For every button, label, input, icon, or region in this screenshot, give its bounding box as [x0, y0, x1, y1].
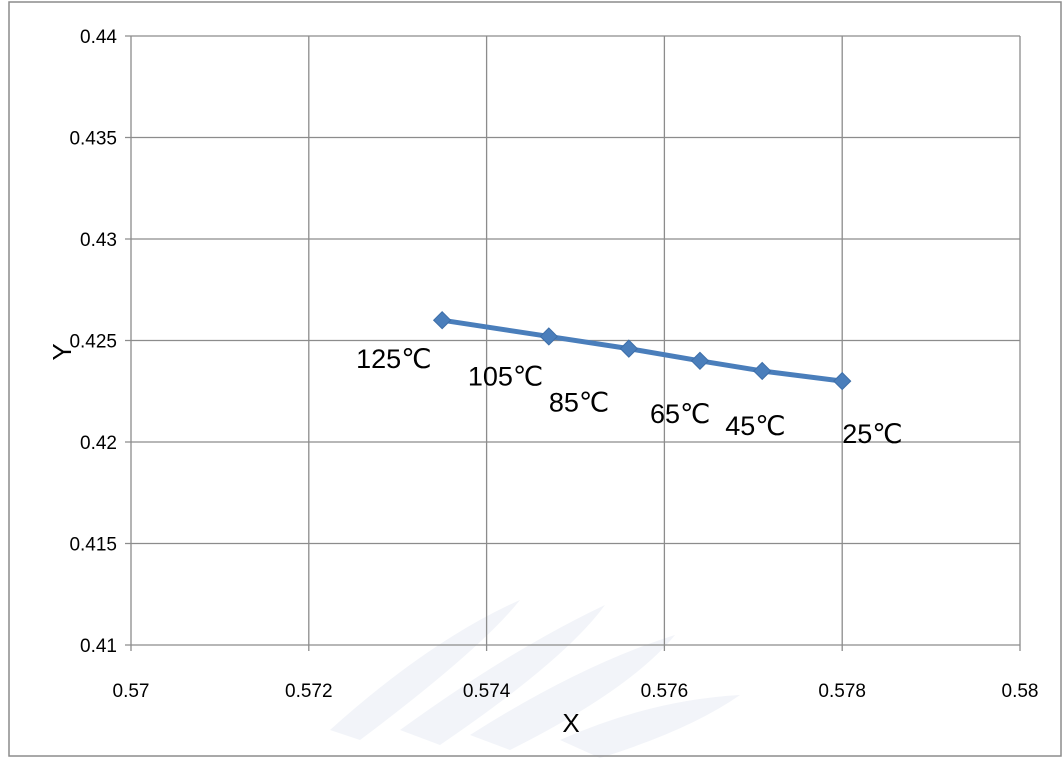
x-tick-label: 0.572 [285, 681, 333, 702]
y-axis-title: Y [47, 343, 77, 360]
x-tick-label: 0.58 [1002, 681, 1039, 702]
y-tick-label: 0.435 [69, 129, 117, 150]
x-tick-label: 0.576 [641, 681, 689, 702]
y-tick-label: 0.44 [80, 27, 117, 48]
series-line [441, 317, 843, 384]
data-point-marker [752, 361, 772, 381]
data-point-marker [432, 310, 452, 330]
x-tick-label: 0.578 [818, 681, 866, 702]
data-point-label: 65℃ [650, 399, 710, 429]
y-tick-label: 0.425 [69, 332, 117, 353]
y-tick-label: 0.43 [80, 230, 117, 251]
x-tick-label: 0.57 [113, 681, 150, 702]
data-point-label: 45℃ [725, 411, 785, 441]
chart-border [8, 1, 1062, 757]
data-labels: 125℃ 105℃85℃ 65℃ 45℃ 25℃ [356, 344, 902, 449]
data-point-label: 105℃ [468, 361, 543, 391]
y-tick-label: 0.42 [80, 433, 117, 454]
x-axis-title: X [562, 708, 579, 738]
data-point-marker [539, 327, 559, 346]
y-tick-label: 0.415 [69, 535, 117, 556]
data-point-label: 85℃ [549, 388, 609, 418]
data-point-marker [619, 339, 639, 358]
x-tick-labels: 0.57 0.572 0.574 0.576 0.578 0.58 [113, 681, 1039, 702]
gridlines [125, 35, 1021, 651]
data-point-marker [832, 371, 852, 391]
x-tick-label: 0.574 [463, 681, 511, 702]
y-tick-labels: 0.41 0.415 0.42 0.425 0.43 0.435 0.44 [69, 27, 117, 657]
data-point-marker [690, 351, 710, 371]
series-markers [432, 310, 852, 391]
data-point-label: 125℃ [356, 344, 431, 374]
data-point-label: 25℃ [842, 419, 902, 449]
y-tick-label: 0.41 [80, 636, 117, 657]
watermark [330, 600, 740, 758]
